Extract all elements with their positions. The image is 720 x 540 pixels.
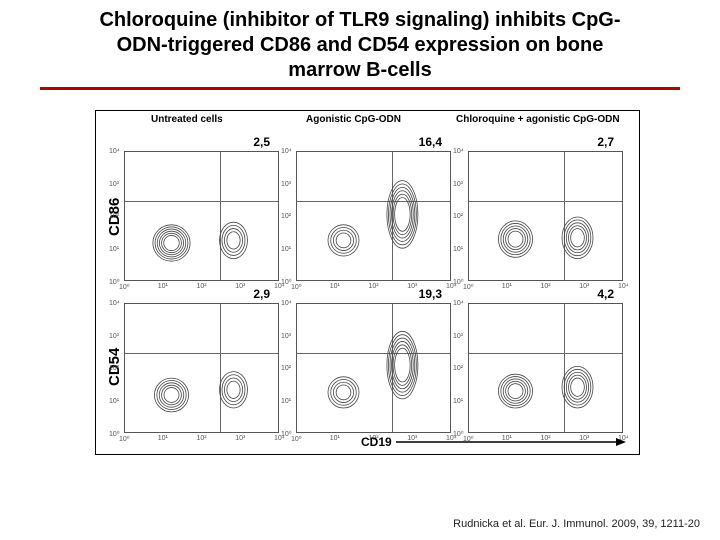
tick-y: 10¹ — [109, 246, 119, 253]
tick-y: 10¹ — [109, 398, 119, 405]
tick-x: 10³ — [235, 283, 245, 290]
tick-x: 10³ — [407, 283, 417, 290]
ur-value-r2c2: 19,3 — [419, 287, 442, 301]
contour-svg — [125, 152, 280, 282]
tick-y: 10⁰ — [109, 430, 120, 438]
citation-text: Rudnicka et al. Eur. J. Immunol. 2009, 3… — [453, 518, 700, 530]
facs-panel-r2c2: 19,310⁰10⁰10¹10¹10²10²10³10³10⁴10⁴ — [296, 303, 451, 433]
contour-svg — [125, 304, 280, 434]
figure-container: Untreated cells Agonistic CpG-ODN Chloro… — [95, 110, 640, 455]
col-label-chloroquine: Chloroquine + agonistic CpG-ODN — [456, 114, 620, 125]
contour-svg — [297, 304, 452, 434]
tick-y: 10⁰ — [453, 278, 464, 286]
title-underline — [40, 87, 680, 90]
facs-panel-r1c3: 2,710⁰10⁰10¹10¹10²10²10³10³10⁴10⁴ — [468, 151, 623, 281]
tick-y: 10⁴ — [281, 300, 292, 307]
tick-x: 10⁰ — [119, 435, 130, 443]
tick-x: 10² — [541, 283, 551, 290]
facs-panel-r2c3: 4,210⁰10⁰10¹10¹10²10²10³10³10⁴10⁴ — [468, 303, 623, 433]
tick-x: 10¹ — [158, 283, 168, 290]
tick-y: 10⁰ — [281, 430, 292, 438]
x-axis-arrow — [396, 436, 626, 448]
tick-x: 10³ — [579, 283, 589, 290]
tick-x: 10² — [369, 283, 379, 290]
tick-x: 10⁰ — [291, 435, 302, 443]
tick-x: 10² — [197, 283, 207, 290]
tick-y: 10³ — [109, 333, 119, 340]
tick-x: 10¹ — [158, 435, 168, 442]
col-label-untreated: Untreated cells — [151, 114, 223, 125]
facs-panel-r1c1: 2,510⁰10⁰10¹10¹10²10²10³10³10⁴10⁴ — [124, 151, 279, 281]
tick-x: 10⁴ — [618, 283, 629, 290]
tick-y: 10² — [281, 213, 291, 220]
tick-x: 10³ — [235, 435, 245, 442]
ur-value-r2c1: 2,9 — [253, 287, 270, 301]
tick-y: 10¹ — [281, 246, 291, 253]
tick-x: 10¹ — [330, 283, 340, 290]
tick-y: 10³ — [109, 181, 119, 188]
tick-y: 10³ — [281, 333, 291, 340]
tick-y: 10⁴ — [453, 300, 464, 307]
tick-y: 10⁰ — [281, 278, 292, 286]
tick-x: 10⁰ — [463, 283, 474, 291]
tick-y: 10⁴ — [109, 300, 120, 307]
tick-y: 10⁴ — [453, 148, 464, 155]
tick-y: 10¹ — [453, 398, 463, 405]
contour-svg — [469, 152, 624, 282]
facs-panel-r2c1: 2,910⁰10⁰10¹10¹10²10²10³10³10⁴10⁴ — [124, 303, 279, 433]
tick-x: 10⁰ — [291, 283, 302, 291]
x-axis-label-cd19: CD19 — [361, 435, 392, 449]
facs-panels-grid: 2,510⁰10⁰10¹10¹10²10²10³10³10⁴10⁴16,410⁰… — [114, 133, 634, 433]
tick-y: 10⁴ — [109, 148, 120, 155]
facs-panel-r1c2: 16,410⁰10⁰10¹10¹10²10²10³10³10⁴10⁴ — [296, 151, 451, 281]
tick-y: 10¹ — [453, 246, 463, 253]
tick-y: 10² — [109, 213, 119, 220]
tick-x: 10¹ — [330, 435, 340, 442]
tick-x: 10¹ — [502, 283, 512, 290]
tick-y: 10² — [281, 365, 291, 372]
tick-y: 10² — [109, 365, 119, 372]
tick-y: 10⁴ — [281, 148, 292, 155]
title-line-2: ODN-triggered CD86 and CD54 expression o… — [117, 34, 604, 56]
ur-value-r1c1: 2,5 — [253, 135, 270, 149]
ur-value-r1c2: 16,4 — [419, 135, 442, 149]
tick-y: 10⁰ — [109, 278, 120, 286]
contour-svg — [469, 304, 624, 434]
column-labels-row: Untreated cells Agonistic CpG-ODN Chloro… — [96, 114, 639, 130]
tick-x: 10² — [197, 435, 207, 442]
slide-title: Chloroquine (inhibitor of TLR9 signaling… — [0, 0, 720, 87]
tick-y: 10³ — [453, 181, 463, 188]
title-line-1: Chloroquine (inhibitor of TLR9 signaling… — [99, 9, 620, 31]
tick-y: 10² — [453, 365, 463, 372]
contour-svg — [297, 152, 452, 282]
col-label-agonistic: Agonistic CpG-ODN — [306, 114, 401, 125]
tick-y: 10¹ — [281, 398, 291, 405]
tick-y: 10³ — [453, 333, 463, 340]
tick-y: 10³ — [281, 181, 291, 188]
tick-y: 10² — [453, 213, 463, 220]
ur-value-r2c3: 4,2 — [597, 287, 614, 301]
ur-value-r1c3: 2,7 — [597, 135, 614, 149]
tick-x: 10⁰ — [119, 283, 130, 291]
title-line-3: marrow B-cells — [288, 59, 431, 81]
